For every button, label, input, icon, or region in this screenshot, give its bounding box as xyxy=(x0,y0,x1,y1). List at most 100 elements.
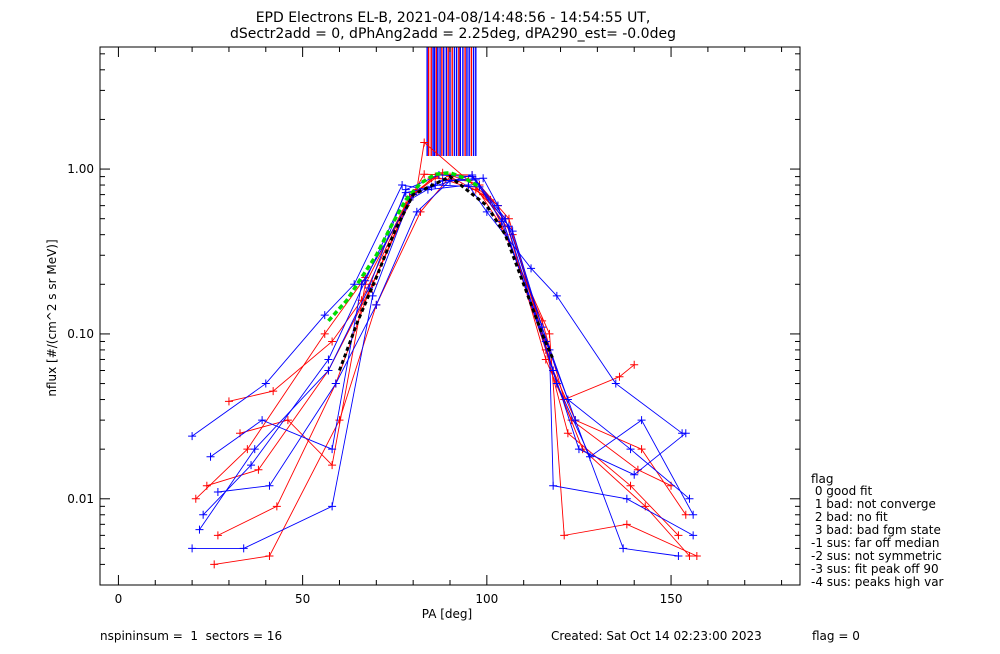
data-point xyxy=(331,379,340,388)
data-point xyxy=(630,470,639,479)
data-point xyxy=(527,264,536,273)
data-point xyxy=(615,372,624,381)
data-point xyxy=(689,510,698,519)
data-point xyxy=(689,531,698,540)
data-point xyxy=(420,170,429,179)
data-point xyxy=(283,416,292,425)
data-point xyxy=(191,494,200,503)
data-point xyxy=(328,502,337,511)
data-point xyxy=(586,452,594,461)
data-point xyxy=(508,227,517,236)
legend-item: -1 sus: far off median xyxy=(811,536,939,550)
data-point xyxy=(471,175,480,184)
data-point xyxy=(320,311,329,320)
data-point xyxy=(497,217,506,226)
data-point xyxy=(482,207,491,216)
legend-item: 0 good fit xyxy=(811,484,873,498)
data-point xyxy=(272,502,281,511)
data-point xyxy=(574,445,583,454)
data-point xyxy=(213,531,222,540)
x-axis-label: PA [deg] xyxy=(422,607,472,621)
data-point xyxy=(541,355,550,364)
data-point xyxy=(468,171,477,180)
data-point xyxy=(637,445,646,454)
data-point xyxy=(545,329,554,338)
data-point xyxy=(619,544,628,553)
footer-settings: nspininsum = 1 sectors = 16 xyxy=(100,629,282,643)
data-point xyxy=(210,560,219,569)
data-point xyxy=(372,300,381,309)
footer-created: Created: Sat Oct 14 02:23:00 2023 xyxy=(551,629,762,643)
data-point xyxy=(243,445,252,454)
y-axis-label: nflux [#/(cm^2 s sr MeV)] xyxy=(45,239,59,396)
data-point xyxy=(674,531,683,540)
data-point xyxy=(324,355,333,364)
data-point xyxy=(552,291,561,300)
data-point xyxy=(563,395,572,404)
x-tick-label: 50 xyxy=(295,592,310,606)
chart-title-line1: EPD Electrons EL-B, 2021-04-08/14:48:56 … xyxy=(256,10,651,26)
data-point xyxy=(681,429,690,438)
data-point xyxy=(250,445,259,454)
data-point xyxy=(622,494,631,503)
x-tick-label: 0 xyxy=(115,592,123,606)
footer-flag: flag = 0 xyxy=(812,629,860,643)
series-line xyxy=(206,172,687,516)
data-point xyxy=(361,276,370,285)
data-point xyxy=(320,329,329,338)
data-point xyxy=(364,283,373,292)
data-point xyxy=(324,366,333,375)
chart-title-line2: dSectr2add = 0, dPhAng2add = 2.25deg, dP… xyxy=(230,26,676,42)
series-line xyxy=(239,176,672,487)
data-point xyxy=(258,416,267,425)
series-line xyxy=(217,179,694,516)
series-line xyxy=(195,141,697,557)
legend-item: -2 sus: not symmetric xyxy=(811,549,942,563)
data-point xyxy=(626,481,635,490)
legend-item: 2 bad: no fit xyxy=(811,510,888,524)
data-point xyxy=(549,481,558,490)
data-point xyxy=(188,544,197,553)
data-point xyxy=(328,337,337,346)
data-point xyxy=(692,551,701,560)
median-curve xyxy=(338,174,555,372)
data-point xyxy=(247,461,256,470)
data-point xyxy=(328,461,337,470)
data-point xyxy=(630,360,639,369)
fit-curve xyxy=(327,170,481,323)
data-point xyxy=(265,481,274,490)
x-tick-label: 150 xyxy=(660,592,683,606)
data-point xyxy=(261,379,270,388)
data-point xyxy=(674,551,683,560)
data-point xyxy=(637,416,646,425)
series-line xyxy=(202,174,690,516)
legend: flag 0 good fit 1 bad: not converge 2 ba… xyxy=(811,472,944,589)
data-point xyxy=(622,520,631,529)
data-point xyxy=(563,429,572,438)
data-point xyxy=(269,387,278,396)
data-layer xyxy=(188,47,701,569)
x-tick-label: 100 xyxy=(475,592,498,606)
y-tick-label: 1.00 xyxy=(67,162,94,176)
data-point xyxy=(206,452,215,461)
data-point xyxy=(611,379,620,388)
data-point xyxy=(265,551,274,560)
data-point xyxy=(195,525,204,534)
y-tick-label: 0.10 xyxy=(67,327,94,341)
data-point xyxy=(188,432,197,441)
data-point xyxy=(357,280,366,289)
data-point xyxy=(571,416,580,425)
axes-layer: 0 50 100 150 0.01 0.10 1.00 xyxy=(67,46,801,606)
plot-area xyxy=(188,47,701,569)
data-point xyxy=(239,544,248,553)
data-point xyxy=(213,487,222,496)
legend-item: -3 sus: fit peak off 90 xyxy=(811,562,939,576)
y-tick-label: 0.01 xyxy=(67,492,94,506)
data-point xyxy=(412,207,421,216)
data-point xyxy=(685,551,694,560)
legend-item: 3 bad: bad fgm state xyxy=(811,523,941,537)
series-line xyxy=(191,184,683,437)
data-point xyxy=(224,397,233,406)
data-point xyxy=(479,174,488,183)
